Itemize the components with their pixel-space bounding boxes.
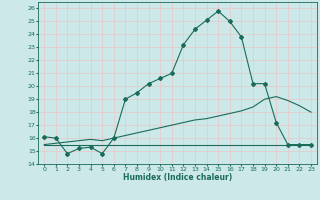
X-axis label: Humidex (Indice chaleur): Humidex (Indice chaleur)	[123, 173, 232, 182]
